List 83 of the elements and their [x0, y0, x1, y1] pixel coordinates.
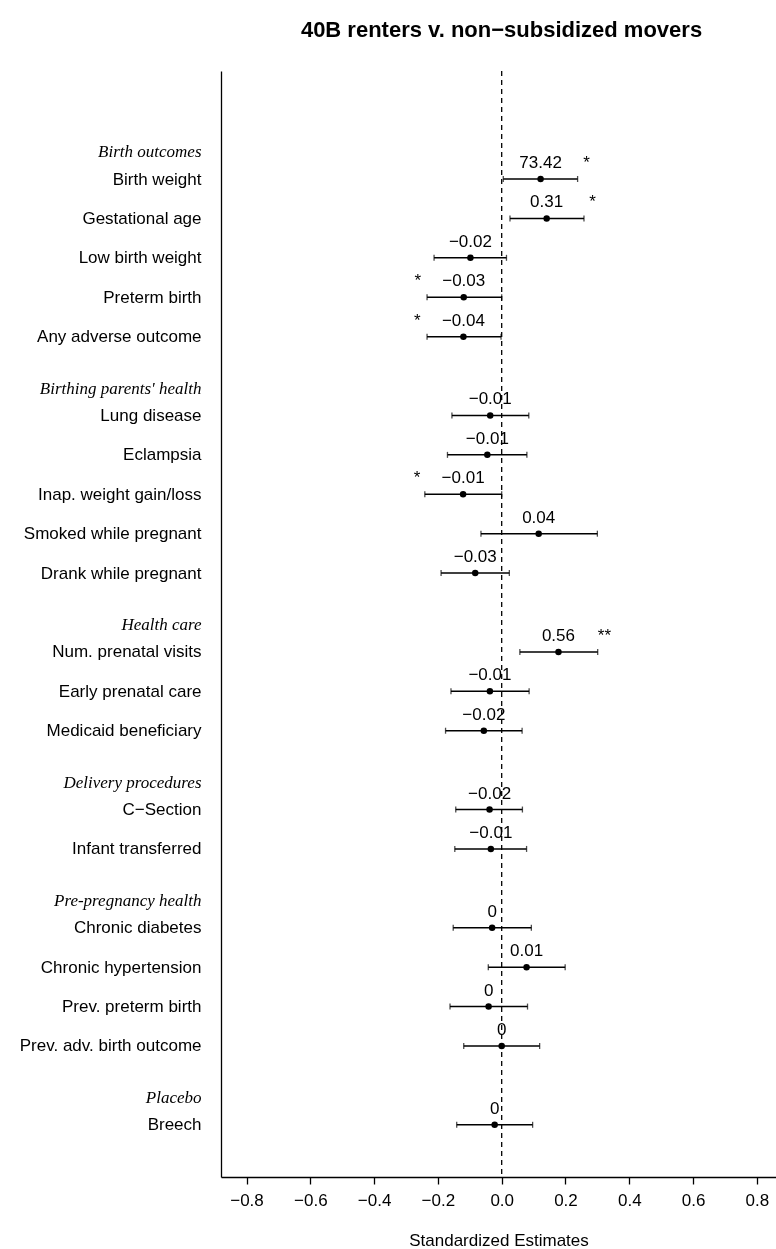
point	[498, 1042, 505, 1050]
annotation: 0	[487, 901, 497, 921]
annotation: 0	[489, 1098, 500, 1118]
y-tick-label: Preterm birth	[103, 287, 202, 307]
x-tick-label: 0.8	[745, 1190, 770, 1210]
annotation: 0	[496, 1019, 507, 1039]
y-tick-label: Health care	[120, 615, 202, 634]
point	[460, 333, 467, 340]
y-tick-label: Smoked while pregnant	[23, 524, 202, 544]
annotation: *	[414, 271, 422, 291]
annotation: 73.42	[519, 153, 562, 173]
point	[467, 254, 474, 262]
point	[523, 963, 530, 971]
point	[491, 1121, 498, 1129]
y-tick-label: Medicaid beneficiary	[46, 721, 202, 741]
y-tick-label: Chronic hypertension	[40, 957, 202, 977]
annotation: −0.04	[441, 310, 485, 330]
annotation: −0.01	[441, 468, 485, 488]
x-tick-label: 0.6	[681, 1190, 706, 1210]
y-tick-label: Lung disease	[100, 405, 202, 425]
annotation: −0.01	[468, 389, 512, 409]
y-tick-label: Prev. preterm birth	[61, 997, 202, 1017]
annotation: 0	[483, 980, 494, 1000]
point	[555, 648, 562, 656]
point	[537, 175, 544, 183]
annotation: −0.02	[462, 704, 506, 724]
annotation: *	[583, 153, 591, 173]
y-tick-label: Infant transferred	[72, 839, 202, 859]
annotation: *	[589, 192, 597, 212]
point	[543, 215, 550, 222]
y-tick-label: Birth outcomes	[98, 142, 202, 162]
y-tick-label: Chronic diabetes	[73, 918, 202, 938]
point	[488, 924, 496, 931]
x-tick-label: −0.2	[421, 1190, 456, 1210]
x-axis-title: Standardized Estimates	[409, 1230, 589, 1249]
annotation: *	[414, 310, 422, 330]
annotation: −0.01	[469, 822, 513, 842]
y-tick-label: Birthing parents' health	[39, 378, 202, 398]
point	[485, 1003, 492, 1010]
annotation: 0.01	[510, 941, 544, 961]
x-tick-label: 0.0	[490, 1190, 515, 1210]
x-tick-label: 0.2	[554, 1190, 578, 1210]
y-tick-label: Drank while pregnant	[40, 563, 202, 583]
point	[471, 569, 479, 577]
y-tick-label: Placebo	[144, 1087, 202, 1107]
y-tick-label: Num. prenatal visits	[52, 642, 202, 662]
y-tick-label: Prev. adv. birth outcome	[19, 1036, 202, 1056]
point	[487, 845, 495, 853]
annotation: *	[413, 468, 421, 488]
y-tick-label: Gestational age	[82, 208, 202, 228]
annotation: −0.01	[468, 665, 512, 685]
annotation: **	[597, 625, 612, 645]
y-tick-label: Pre-pregnancy health	[53, 890, 202, 910]
y-tick-label: Early prenatal care	[58, 681, 202, 701]
x-tick-label: −0.6	[294, 1190, 328, 1210]
y-tick-label: Birth weight	[112, 169, 202, 189]
y-tick-label: Delivery procedures	[62, 772, 202, 792]
y-tick-label: Inap. weight gain/loss	[38, 484, 202, 504]
annotation: −0.02	[448, 231, 492, 251]
x-tick-label: −0.8	[230, 1190, 264, 1210]
point	[484, 451, 491, 459]
y-tick-label: Low birth weight	[78, 248, 202, 268]
annotation: 0.04	[522, 507, 556, 527]
point	[486, 688, 494, 695]
annotation: −0.03	[453, 547, 497, 567]
annotation: −0.03	[442, 271, 486, 291]
y-tick-label: Eclampsia	[123, 445, 203, 465]
x-tick-label: −0.4	[357, 1190, 392, 1210]
point	[535, 530, 542, 537]
annotation: 0.31	[530, 192, 564, 212]
y-tick-label: Any adverse outcome	[37, 327, 202, 347]
point	[480, 727, 488, 734]
point	[486, 806, 493, 813]
point	[460, 294, 467, 301]
point	[459, 491, 467, 498]
y-tick-label: Breech	[147, 1115, 202, 1135]
point	[486, 412, 494, 419]
annotation: −0.02	[468, 783, 512, 803]
x-tick-label: 0.4	[617, 1190, 642, 1210]
annotation: 0.56	[541, 625, 576, 645]
y-tick-label: C−Section	[122, 800, 202, 820]
annotation: −0.01	[465, 428, 509, 448]
chart-title: 40B renters v. non−subsidized movers	[300, 17, 703, 43]
